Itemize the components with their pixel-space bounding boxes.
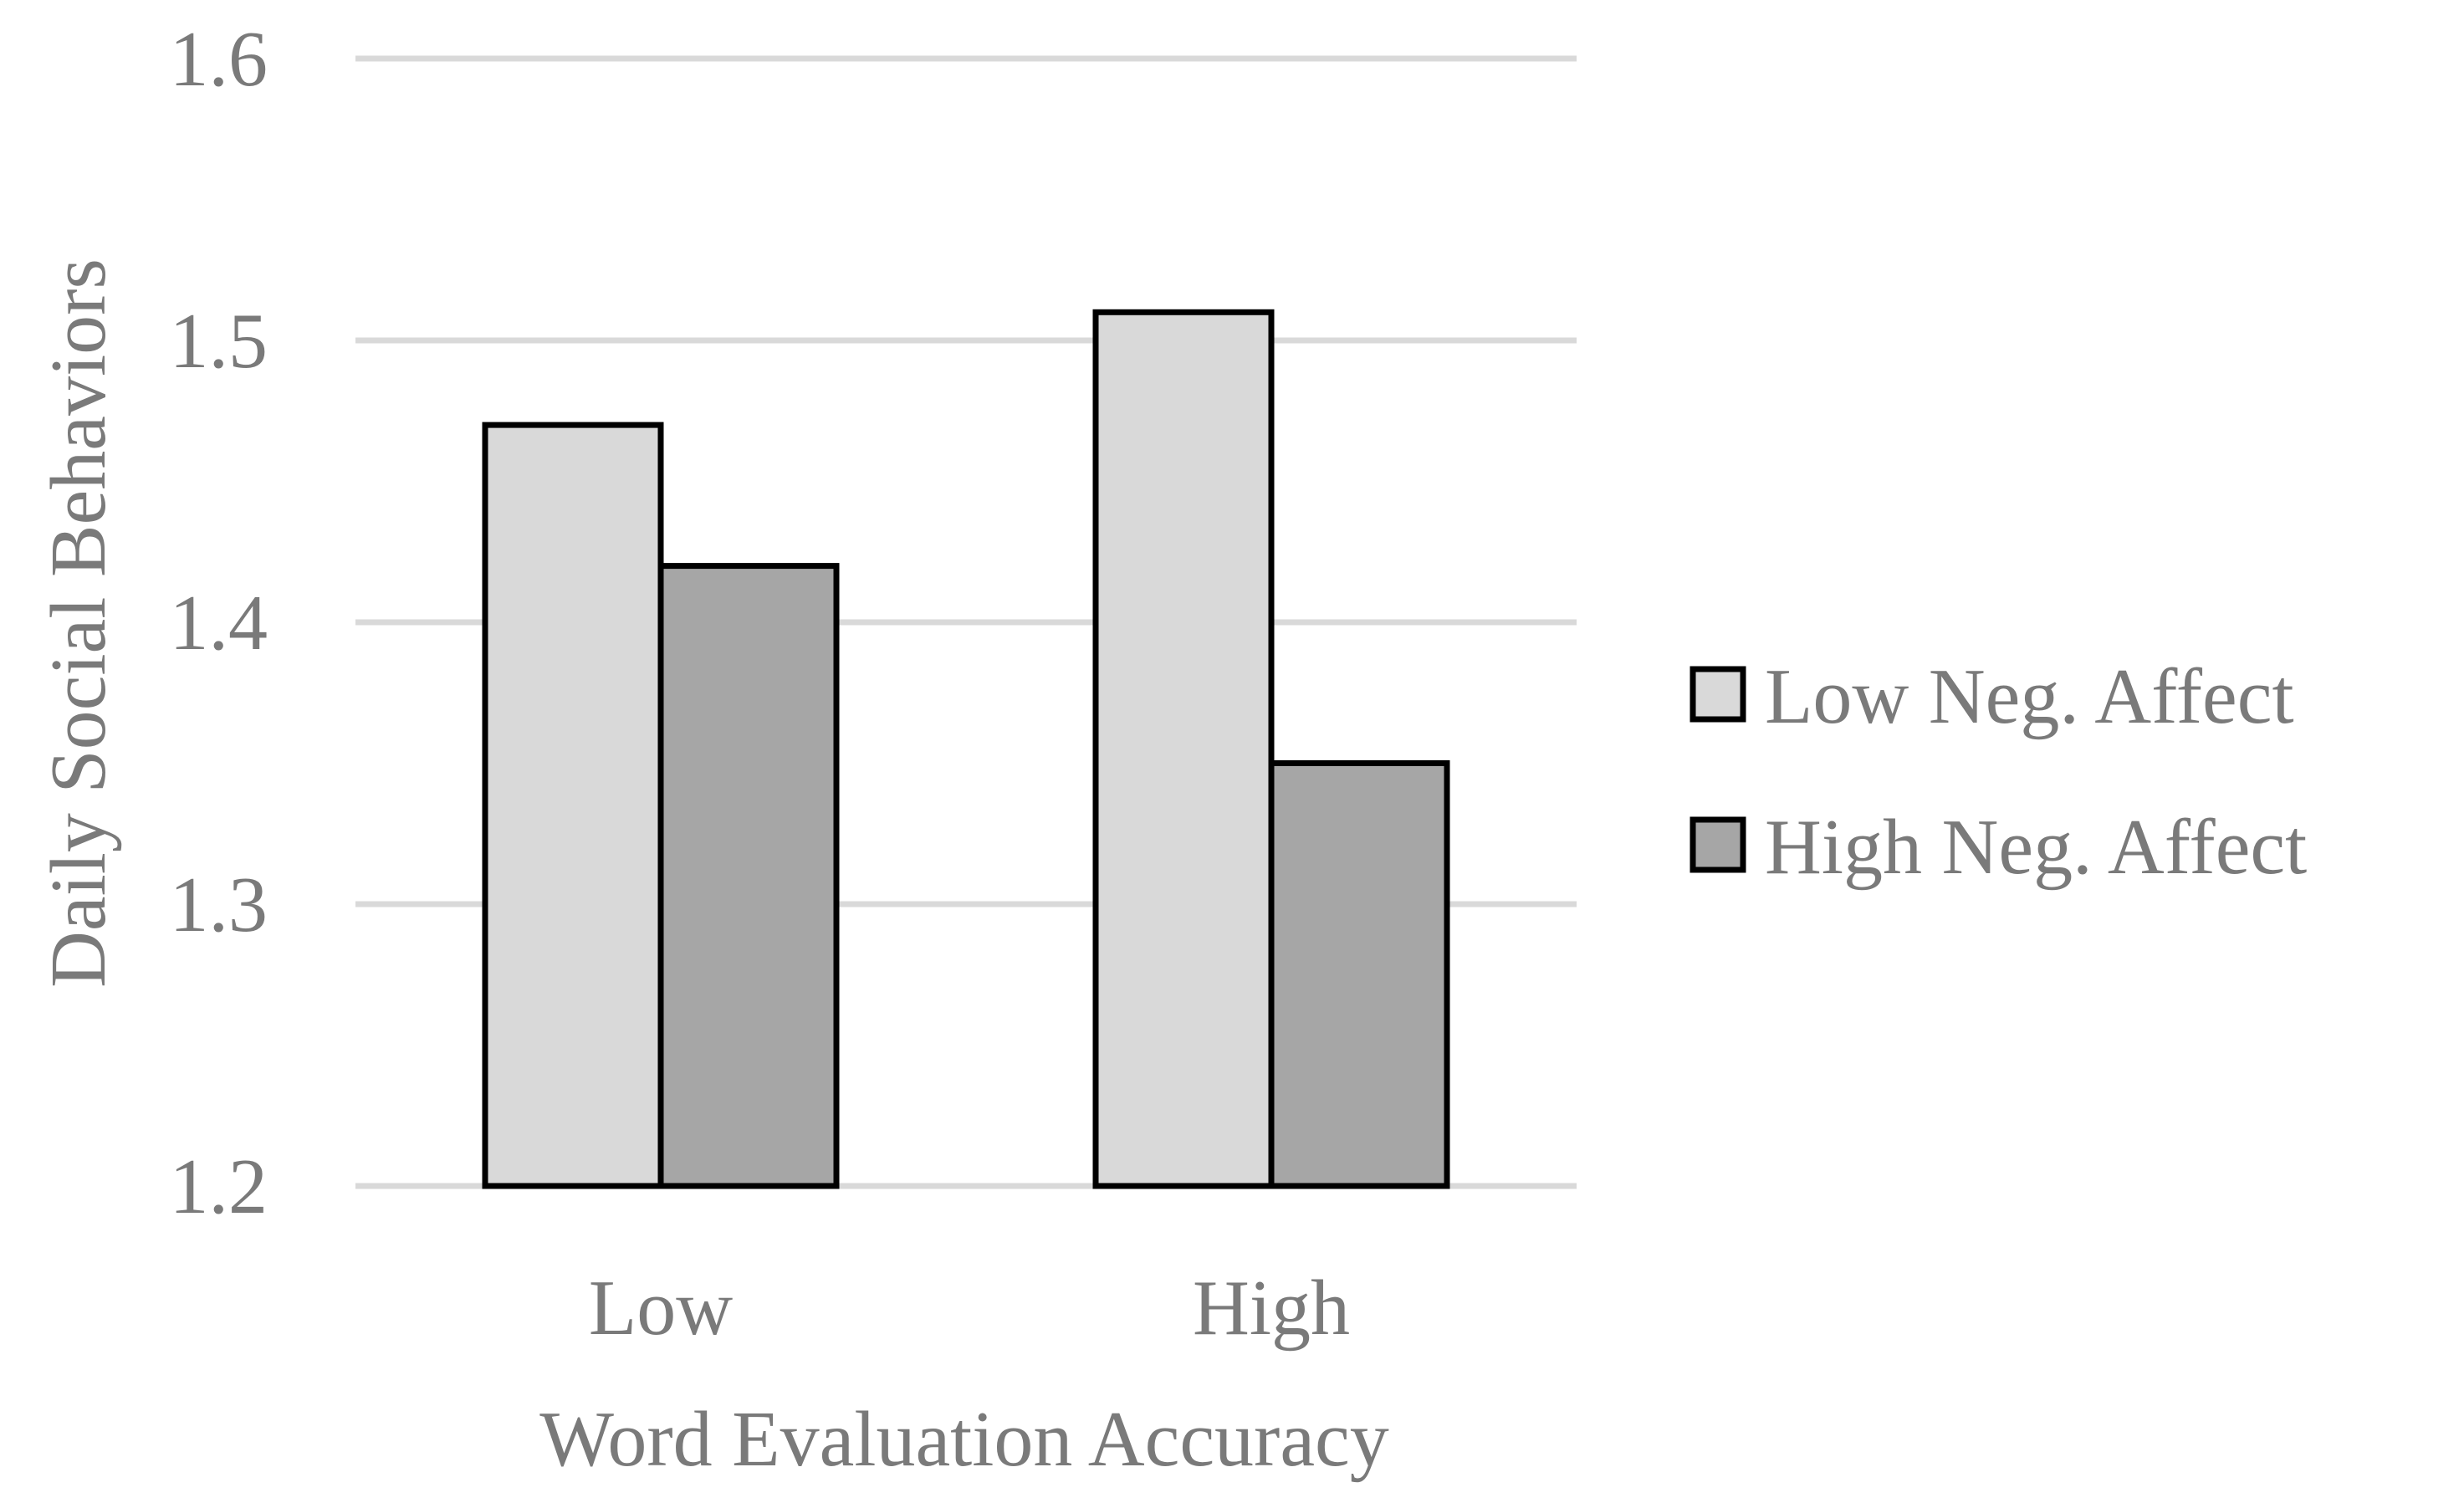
legend-label: Low Neg. Affect — [1765, 653, 2294, 740]
bar-low-series-2 — [657, 563, 840, 1189]
y-tick-label: 1.4 — [170, 580, 268, 667]
y-tick-label: 1.3 — [170, 861, 268, 948]
x-tick-labels: Low High — [589, 1265, 1350, 1352]
bar-high-series-1 — [1092, 309, 1275, 1189]
y-tick-label: 1.6 — [170, 16, 268, 103]
bar-low-series-1 — [482, 422, 664, 1189]
legend-label: High Neg. Affect — [1765, 804, 2307, 891]
legend-swatch — [1690, 816, 1746, 873]
x-tick-label: Low — [589, 1265, 733, 1352]
y-tick-label: 1.2 — [170, 1143, 268, 1230]
bar-high-series-2 — [1268, 760, 1450, 1189]
x-axis-title: Word Evaluation Accuracy — [539, 1396, 1389, 1483]
y-tick-labels: 1.2 1.3 1.4 1.5 1.6 — [170, 16, 268, 1230]
y-axis-title: Daily Social Behaviors — [35, 258, 122, 988]
bars — [482, 309, 1450, 1189]
legend-swatch — [1690, 666, 1746, 723]
x-tick-label: High — [1193, 1265, 1350, 1352]
y-tick-label: 1.5 — [170, 298, 268, 385]
legend: Low Neg. Affect High Neg. Affect — [1690, 653, 2307, 891]
